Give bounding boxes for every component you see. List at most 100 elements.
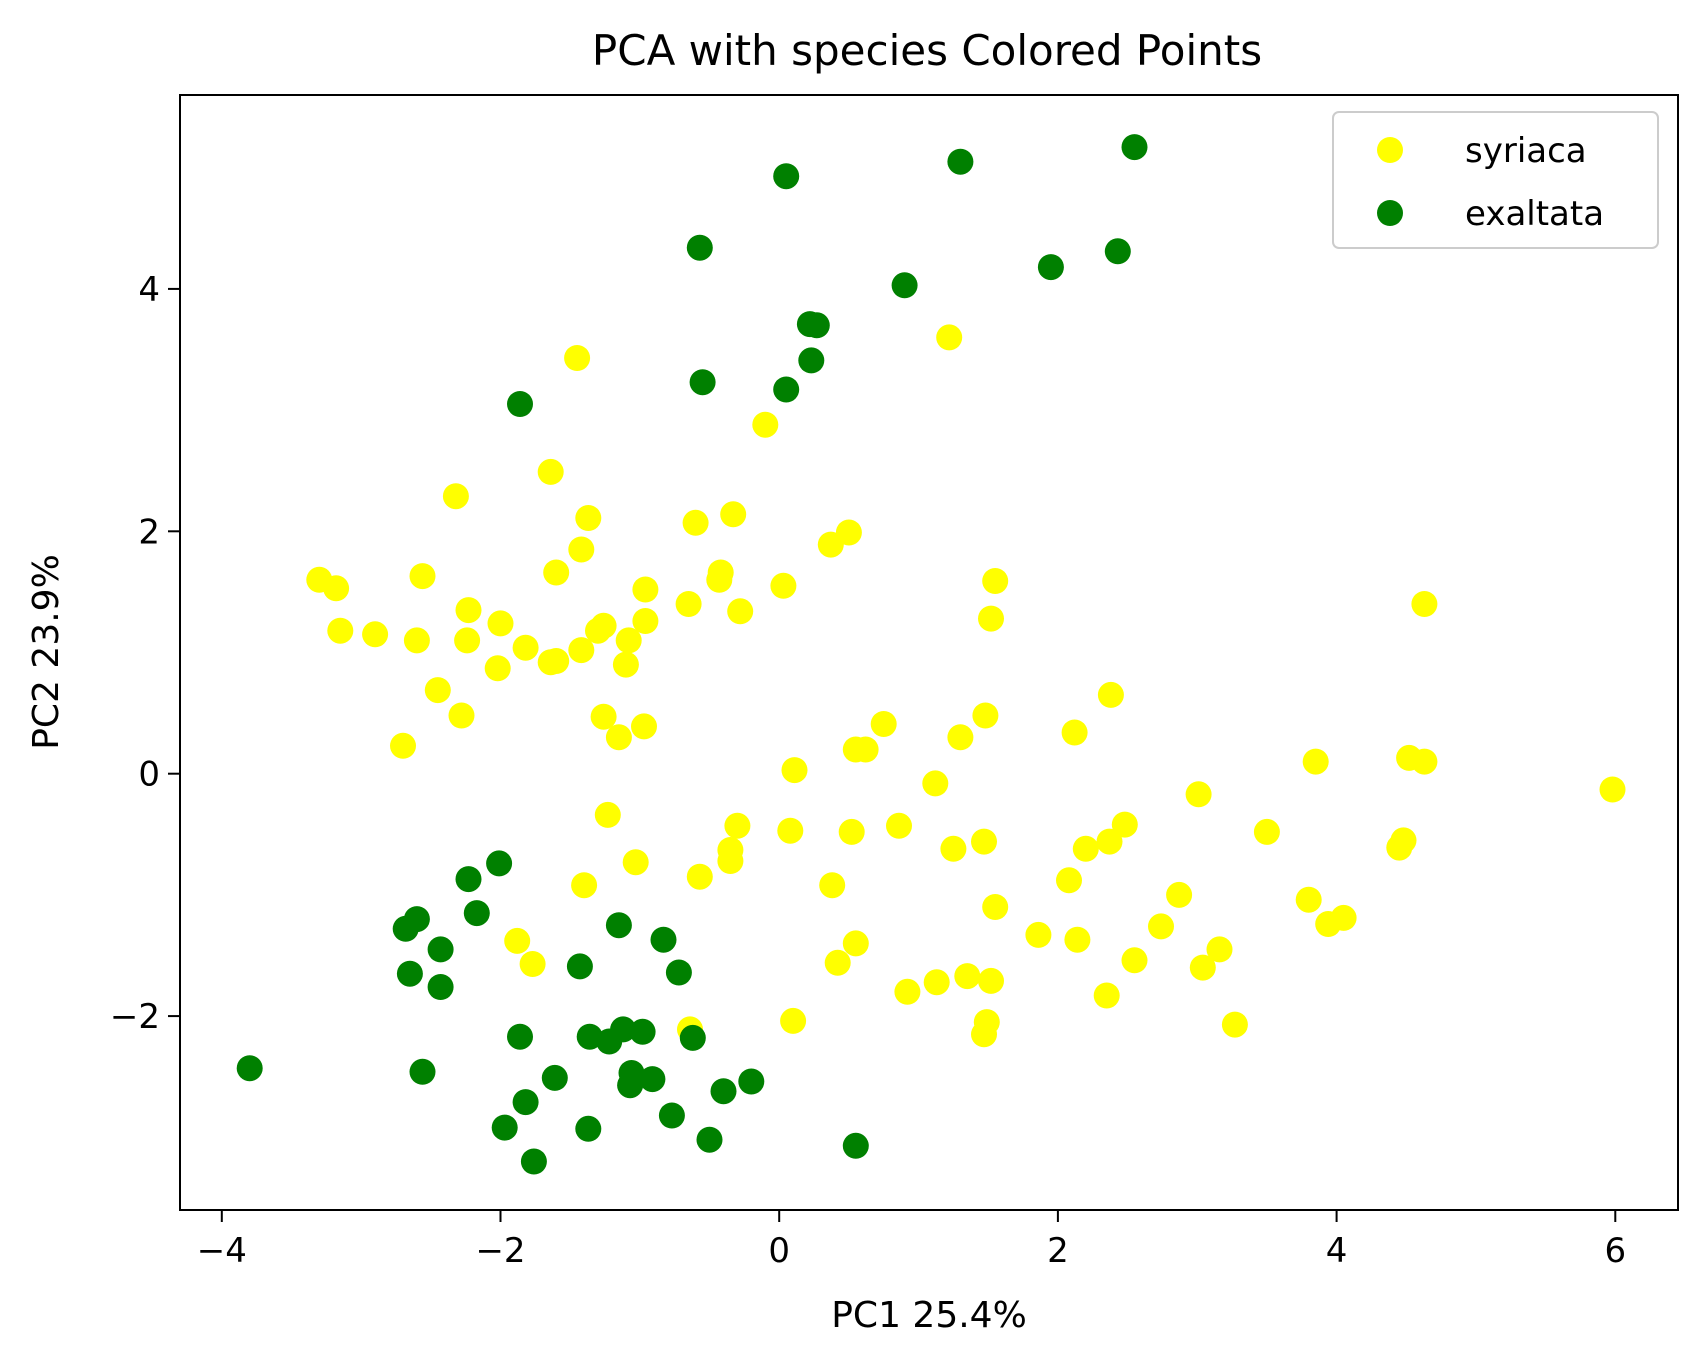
data-point-syriaca — [1221, 1011, 1248, 1038]
data-point-syriaca — [1253, 818, 1280, 845]
data-point-exaltata — [710, 1078, 737, 1105]
data-point-exaltata — [738, 1068, 765, 1095]
data-point-exaltata — [610, 1016, 637, 1043]
data-point-syriaca — [403, 627, 430, 654]
data-point-exaltata — [1121, 134, 1148, 161]
data-point-syriaca — [1390, 827, 1417, 854]
x-axis: −4 −2 0 2 4 6 — [197, 1210, 1626, 1271]
data-point-syriaca — [1599, 776, 1626, 803]
data-point-syriaca — [770, 572, 797, 599]
data-point-exaltata — [947, 148, 974, 175]
data-point-exaltata — [409, 1058, 436, 1085]
data-point-exaltata — [639, 1066, 666, 1093]
data-point-exaltata — [491, 1114, 518, 1141]
legend-label-syriaca: syriaca — [1465, 131, 1587, 171]
data-point-syriaca — [824, 949, 851, 976]
data-point-syriaca — [682, 509, 709, 536]
data-point-exaltata — [507, 391, 533, 417]
data-point-syriaca — [424, 677, 451, 704]
data-point-exaltata — [455, 866, 482, 893]
y-axis-label: PC2 23.9% — [26, 554, 67, 750]
data-point-exaltata — [507, 1023, 533, 1050]
data-point-exaltata — [617, 1072, 644, 1099]
y-tick-label: 4 — [138, 270, 160, 310]
data-point-syriaca — [543, 559, 570, 586]
data-point-syriaca — [835, 519, 862, 546]
data-point-exaltata — [773, 163, 800, 190]
points-layer — [236, 134, 1626, 1175]
data-point-syriaca — [519, 951, 546, 977]
data-point-exaltata — [576, 1023, 603, 1050]
data-point-exaltata — [392, 915, 419, 942]
data-point-syriaca — [1056, 867, 1082, 894]
data-point-syriaca — [978, 605, 1004, 632]
data-point-syriaca — [537, 458, 564, 485]
data-point-syriaca — [512, 634, 539, 661]
data-point-syriaca — [940, 835, 967, 862]
data-point-syriaca — [605, 724, 632, 751]
data-point-syriaca — [504, 927, 531, 954]
data-point-syriaca — [590, 612, 617, 639]
data-point-syriaca — [870, 711, 897, 737]
data-point-syriaca — [1185, 781, 1212, 808]
data-point-syriaca — [978, 967, 1004, 994]
data-point-syriaca — [568, 637, 595, 664]
y-axis: −2 0 2 4 — [110, 270, 180, 1037]
data-point-syriaca — [972, 702, 999, 729]
data-point-syriaca — [448, 702, 475, 729]
data-point-syriaca — [590, 703, 617, 730]
data-point-exaltata — [629, 1018, 656, 1045]
data-point-syriaca — [686, 863, 713, 890]
data-point-syriaca — [409, 563, 436, 590]
data-point-exaltata — [566, 953, 593, 980]
data-point-syriaca — [982, 894, 1009, 920]
data-point-exaltata — [541, 1064, 568, 1091]
data-point-syriaca — [954, 963, 981, 990]
data-point-syriaca — [575, 505, 602, 531]
data-point-syriaca — [675, 591, 702, 617]
y-tick-label: 2 — [138, 512, 160, 552]
data-point-syriaca — [727, 598, 754, 625]
data-point-syriaca — [615, 627, 642, 654]
data-point-syriaca — [622, 849, 649, 876]
data-point-syriaca — [1166, 881, 1193, 908]
data-point-exaltata — [236, 1055, 263, 1082]
data-point-syriaca — [886, 812, 912, 839]
plot-area — [179, 94, 1679, 1211]
data-point-syriaca — [752, 411, 779, 438]
data-point-exaltata — [427, 974, 454, 1000]
data-point-syriaca — [1206, 936, 1233, 963]
data-point-syriaca — [1411, 591, 1438, 617]
data-point-syriaca — [777, 817, 804, 844]
data-point-syriaca — [327, 617, 354, 644]
x-tick-label: −2 — [475, 1231, 525, 1271]
data-point-syriaca — [1148, 913, 1174, 940]
data-point-syriaca — [1411, 748, 1438, 775]
data-point-exaltata — [679, 1024, 706, 1051]
data-point-syriaca — [1072, 835, 1099, 862]
data-point-syriaca — [819, 872, 846, 899]
data-point-syriaca — [724, 812, 751, 839]
data-point-syriaca — [1295, 886, 1322, 913]
data-point-syriaca — [894, 978, 921, 1005]
data-point-syriaca — [922, 770, 949, 797]
legend-box — [1332, 111, 1659, 249]
data-point-syriaca — [1330, 904, 1357, 931]
data-point-exaltata — [512, 1089, 539, 1116]
data-point-syriaca — [1096, 828, 1123, 855]
data-point-syriaca — [971, 1021, 997, 1048]
data-point-syriaca — [947, 724, 974, 751]
data-point-syriaca — [323, 575, 350, 602]
data-point-syriaca — [706, 566, 733, 593]
x-tick-label: −4 — [197, 1231, 247, 1271]
data-point-syriaca — [454, 627, 481, 654]
chart-title: PCA with species Colored Points — [592, 26, 1262, 75]
data-point-syriaca — [362, 621, 389, 648]
x-tick-label: 2 — [1047, 1231, 1069, 1271]
data-point-syriaca — [631, 713, 657, 740]
y-tick-label: 0 — [138, 755, 160, 795]
data-point-syriaca — [1111, 811, 1138, 838]
data-point-syriaca — [442, 483, 469, 510]
